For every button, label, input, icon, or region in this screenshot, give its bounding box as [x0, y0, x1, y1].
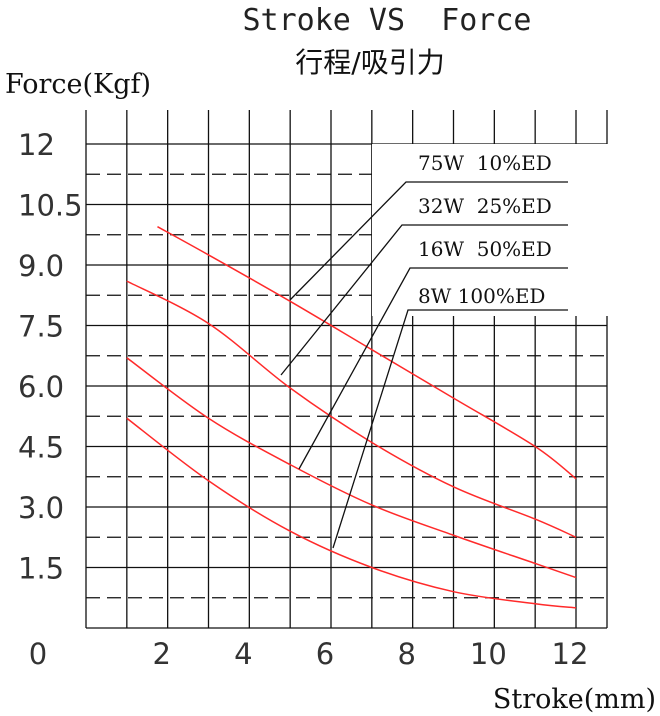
chart-title: Stroke VS Force	[243, 3, 532, 38]
x-tick-label: 4	[234, 637, 252, 671]
y-tick-label: 7.5	[18, 310, 64, 344]
x-tick-label: 0	[29, 637, 47, 671]
y-axis-title: Force(Kgf)	[5, 69, 151, 100]
leader-8w	[332, 309, 568, 549]
annotation-label-16w: 16W 50%ED	[418, 237, 552, 261]
leader-75w	[289, 181, 568, 301]
annotation-label-75w: 75W 10%ED	[418, 151, 552, 175]
y-tick-label: 4.5	[18, 431, 64, 465]
series-annotations: 75W 10%ED 32W 25%ED 16W 50%ED 8W 100%ED	[280, 144, 608, 549]
y-tick-label: 3.0	[18, 491, 64, 525]
y-tick-label: 10.5	[18, 189, 83, 223]
curve-75w	[157, 226, 577, 480]
y-tick-label: 6.0	[18, 370, 64, 404]
y-tick-label: 1.5	[18, 552, 64, 586]
x-tick-label: 8	[397, 637, 415, 671]
x-tick-label: 12	[552, 637, 589, 671]
y-tick-label: 12	[18, 128, 55, 162]
leader-32w	[280, 224, 568, 376]
x-tick-labels: 0 2 4 6 8 10 12	[29, 637, 589, 671]
chart-subtitle: 行程/吸引力	[295, 46, 444, 79]
y-tick-label: 9.0	[18, 249, 64, 283]
force-curves	[126, 226, 577, 609]
x-tick-label: 10	[470, 637, 507, 671]
curve-16w	[126, 357, 577, 579]
annotation-label-32w: 32W 25%ED	[418, 194, 552, 218]
curve-8w	[126, 417, 577, 609]
x-axis-title: Stroke(mm)	[493, 684, 656, 715]
x-tick-label: 6	[316, 637, 334, 671]
annotation-box-background	[372, 144, 608, 316]
leader-16w	[298, 267, 568, 470]
y-tick-labels: 12 10.5 9.0 7.5 6.0 4.5 3.0 1.5	[18, 128, 83, 586]
x-tick-label: 2	[152, 637, 170, 671]
annotation-label-8w: 8W 100%ED	[418, 284, 545, 308]
